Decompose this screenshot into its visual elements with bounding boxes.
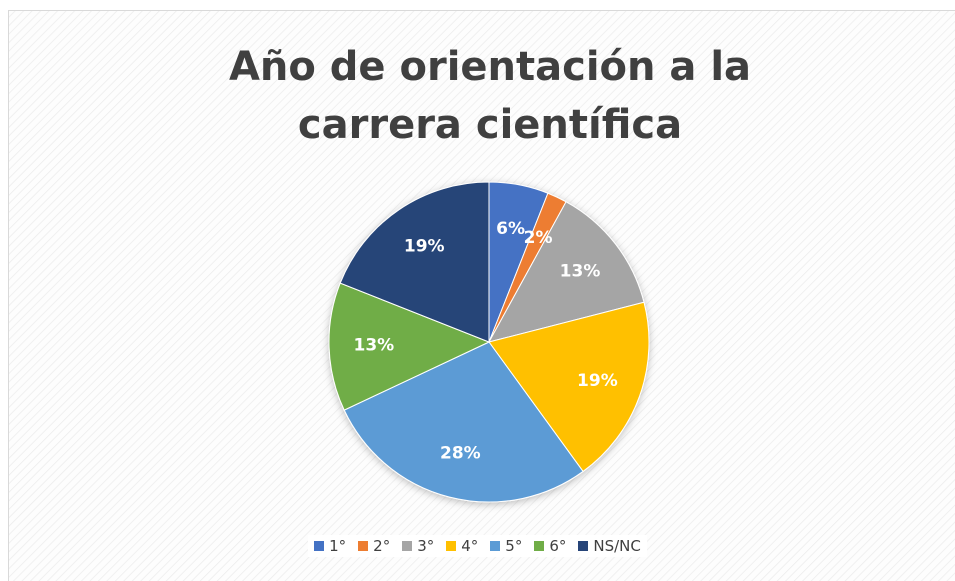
legend-label: 4° <box>461 537 479 555</box>
pie-slice <box>488 301 650 473</box>
legend-swatch <box>402 541 413 551</box>
data-label: 13% <box>560 261 601 281</box>
legend-label: 2° <box>373 537 391 555</box>
legend-item: 1° <box>314 537 346 555</box>
legend-item: 3° <box>402 537 434 555</box>
data-label: 2% <box>524 228 553 248</box>
pie-slice <box>488 201 645 343</box>
legend-item: 2° <box>358 537 390 555</box>
legend-item: 6° <box>534 537 566 555</box>
data-label: 13% <box>354 336 395 356</box>
legend-item: 4° <box>446 537 478 555</box>
legend-label: 5° <box>505 537 523 555</box>
pie-slice <box>343 341 584 503</box>
data-label: 6% <box>496 219 525 239</box>
legend-box: 1° 2° 3° 4° 5° 6° NS/NC <box>308 535 647 557</box>
legend-label: NS/NC <box>593 537 641 555</box>
data-label: 28% <box>440 444 481 464</box>
legend-swatch <box>490 541 501 551</box>
legend-label: 6° <box>549 537 567 555</box>
legend-label: 1° <box>329 537 347 555</box>
legend-swatch <box>446 541 457 551</box>
legend-item: 5° <box>490 537 522 555</box>
chart-title: Año de orientación a la carrera científi… <box>228 44 752 148</box>
data-label: 19% <box>577 371 618 391</box>
legend-item: NS/NC <box>578 537 641 555</box>
data-label: 19% <box>404 237 445 257</box>
legend-swatch <box>314 541 325 551</box>
pie-slice <box>328 282 491 411</box>
legend: 1° 2° 3° 4° 5° 6° NS/NC <box>0 535 955 557</box>
legend-swatch <box>534 541 545 551</box>
data-labels: 6%2% 13% 19% 28% 13% 19% <box>354 219 618 464</box>
legend-label: 3° <box>417 537 435 555</box>
pie-slice <box>339 181 490 343</box>
legend-swatch <box>358 541 369 551</box>
pie <box>328 181 650 503</box>
legend-swatch <box>578 541 589 551</box>
